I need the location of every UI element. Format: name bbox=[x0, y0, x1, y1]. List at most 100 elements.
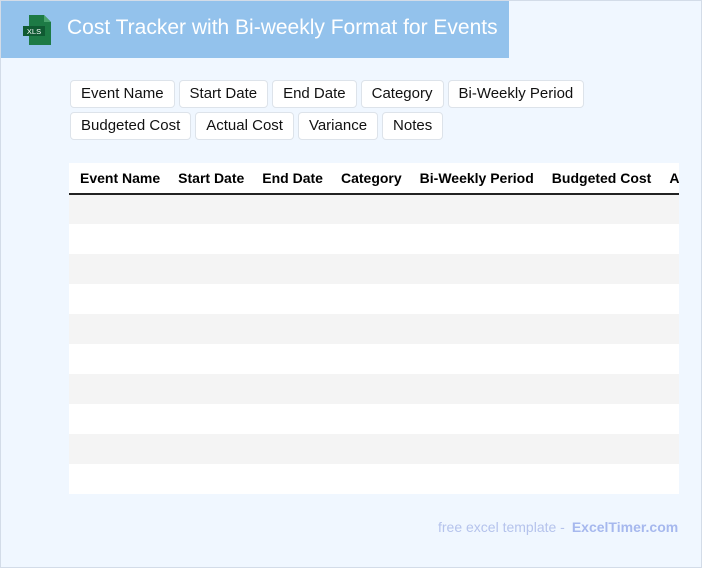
table-cell[interactable] bbox=[329, 314, 409, 344]
table-cell[interactable] bbox=[69, 374, 168, 404]
table-cell[interactable] bbox=[167, 344, 252, 374]
table-cell[interactable] bbox=[658, 434, 679, 464]
table-header-row: Event Name Start Date End Date Category Bi-W… bbox=[69, 163, 679, 195]
column-chip[interactable]: Event Name bbox=[70, 80, 175, 108]
table-cell[interactable] bbox=[167, 464, 252, 494]
table-cell[interactable] bbox=[69, 194, 168, 224]
table-row bbox=[69, 194, 679, 224]
table-cell[interactable] bbox=[167, 404, 252, 434]
table-cell[interactable] bbox=[251, 224, 330, 254]
table-cell[interactable] bbox=[540, 404, 659, 434]
table-cell[interactable] bbox=[251, 254, 330, 284]
column-chip[interactable]: Budgeted Cost bbox=[70, 112, 192, 140]
table-cell[interactable] bbox=[540, 224, 659, 254]
title-bar: XLS Cost Tracker with Bi-weekly Format f… bbox=[1, 1, 509, 58]
table-cell[interactable] bbox=[408, 464, 541, 494]
column-chip[interactable]: Actual Cost bbox=[195, 112, 294, 140]
table-cell[interactable] bbox=[251, 374, 330, 404]
table-cell[interactable] bbox=[69, 224, 168, 254]
table-row bbox=[69, 434, 679, 464]
table-cell[interactable] bbox=[69, 344, 168, 374]
table-cell[interactable] bbox=[69, 284, 168, 314]
footer: free excel template - ExcelTimer.com bbox=[438, 519, 678, 535]
table-row bbox=[69, 404, 679, 434]
table-cell[interactable] bbox=[329, 464, 409, 494]
table-cell[interactable] bbox=[540, 374, 659, 404]
table-cell[interactable] bbox=[540, 434, 659, 464]
column-chip[interactable]: Start Date bbox=[178, 80, 269, 108]
footer-brand-link[interactable]: ExcelTimer.com bbox=[571, 519, 679, 535]
table-cell[interactable] bbox=[658, 284, 679, 314]
column-chip[interactable]: Category bbox=[360, 80, 444, 108]
table-cell[interactable] bbox=[329, 254, 409, 284]
table-cell[interactable] bbox=[658, 314, 679, 344]
table-cell[interactable] bbox=[540, 344, 659, 374]
table-cell[interactable] bbox=[167, 434, 252, 464]
column-header: Actual Cost bbox=[658, 163, 679, 195]
footer-text: free excel template - bbox=[438, 519, 565, 535]
column-header: Category bbox=[329, 163, 409, 195]
table-cell[interactable] bbox=[658, 224, 679, 254]
table-row bbox=[69, 464, 679, 494]
table-cell[interactable] bbox=[658, 464, 679, 494]
column-header: Bi-Weekly Period bbox=[408, 163, 541, 195]
svg-text:XLS: XLS bbox=[27, 27, 41, 36]
column-chip[interactable]: End Date bbox=[272, 80, 357, 108]
table-cell[interactable] bbox=[251, 404, 330, 434]
table-cell[interactable] bbox=[329, 344, 409, 374]
table-cell[interactable] bbox=[540, 464, 659, 494]
table-cell[interactable] bbox=[408, 194, 541, 224]
column-chip[interactable]: Bi-Weekly Period bbox=[447, 80, 585, 108]
table-cell[interactable] bbox=[540, 314, 659, 344]
column-chip[interactable]: Notes bbox=[382, 112, 444, 140]
table-cell[interactable] bbox=[251, 284, 330, 314]
table-cell[interactable] bbox=[329, 284, 409, 314]
table-cell[interactable] bbox=[658, 374, 679, 404]
table-cell[interactable] bbox=[251, 314, 330, 344]
table-cell[interactable] bbox=[658, 254, 679, 284]
table-cell[interactable] bbox=[408, 224, 541, 254]
table-cell[interactable] bbox=[251, 344, 330, 374]
table-cell[interactable] bbox=[408, 374, 541, 404]
table-cell[interactable] bbox=[69, 254, 168, 284]
table-cell[interactable] bbox=[251, 194, 330, 224]
table-row bbox=[69, 344, 679, 374]
table-cell[interactable] bbox=[540, 284, 659, 314]
column-header: Event Name bbox=[69, 163, 168, 195]
table-cell[interactable] bbox=[540, 254, 659, 284]
table-row bbox=[69, 254, 679, 284]
table-cell[interactable] bbox=[658, 404, 679, 434]
table-row bbox=[69, 314, 679, 344]
table-cell[interactable] bbox=[167, 314, 252, 344]
table-cell[interactable] bbox=[167, 284, 252, 314]
table-cell[interactable] bbox=[251, 434, 330, 464]
table-cell[interactable] bbox=[408, 434, 541, 464]
table-row bbox=[69, 284, 679, 314]
column-chip[interactable]: Variance bbox=[297, 112, 379, 140]
table-row bbox=[69, 224, 679, 254]
table-cell[interactable] bbox=[540, 194, 659, 224]
data-table: Event Name Start Date End Date Category Bi-W… bbox=[69, 163, 679, 494]
table-cell[interactable] bbox=[329, 434, 409, 464]
table-cell[interactable] bbox=[251, 464, 330, 494]
table-cell[interactable] bbox=[69, 404, 168, 434]
page-title: Cost Tracker with Bi-weekly Format for E… bbox=[67, 16, 498, 39]
table-cell[interactable] bbox=[167, 194, 252, 224]
table-cell[interactable] bbox=[69, 464, 168, 494]
table-cell[interactable] bbox=[408, 314, 541, 344]
table-cell[interactable] bbox=[408, 284, 541, 314]
table-cell[interactable] bbox=[658, 344, 679, 374]
table-cell[interactable] bbox=[408, 404, 541, 434]
table-cell[interactable] bbox=[408, 344, 541, 374]
table-cell[interactable] bbox=[329, 374, 409, 404]
table-cell[interactable] bbox=[69, 434, 168, 464]
table-cell[interactable] bbox=[658, 194, 679, 224]
table-cell[interactable] bbox=[167, 374, 252, 404]
table-cell[interactable] bbox=[329, 194, 409, 224]
table-cell[interactable] bbox=[167, 224, 252, 254]
table-cell[interactable] bbox=[167, 254, 252, 284]
table-cell[interactable] bbox=[329, 404, 409, 434]
table-cell[interactable] bbox=[329, 224, 409, 254]
table-cell[interactable] bbox=[408, 254, 541, 284]
table-cell[interactable] bbox=[69, 314, 168, 344]
